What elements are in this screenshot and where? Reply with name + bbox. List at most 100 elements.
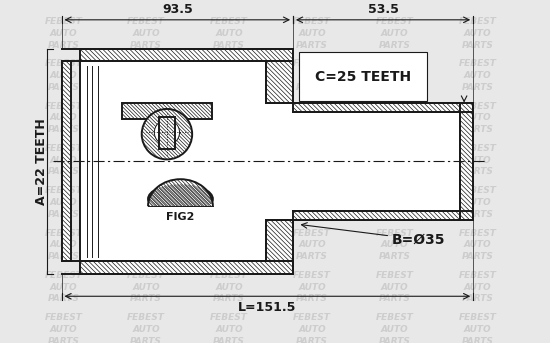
Text: FEBEST: FEBEST <box>127 59 165 69</box>
Text: PARTS: PARTS <box>296 167 328 177</box>
Text: AUTO: AUTO <box>50 283 77 292</box>
Bar <box>293 112 473 211</box>
Bar <box>266 220 293 261</box>
Text: AUTO: AUTO <box>50 198 77 207</box>
Text: PARTS: PARTS <box>47 252 79 261</box>
Text: FEBEST: FEBEST <box>45 229 82 238</box>
Text: PARTS: PARTS <box>47 40 79 49</box>
Text: FEBEST: FEBEST <box>45 144 82 153</box>
Bar <box>80 61 293 261</box>
Text: AUTO: AUTO <box>464 240 491 249</box>
Text: PARTS: PARTS <box>296 125 328 134</box>
Text: FEBEST: FEBEST <box>293 144 331 153</box>
Text: PARTS: PARTS <box>461 125 493 134</box>
Text: FEBEST: FEBEST <box>459 271 497 280</box>
Text: AUTO: AUTO <box>464 283 491 292</box>
Text: PARTS: PARTS <box>130 83 162 92</box>
Text: FEBEST: FEBEST <box>293 186 331 196</box>
Text: AUTO: AUTO <box>215 240 243 249</box>
Text: PARTS: PARTS <box>379 167 411 177</box>
Text: AUTO: AUTO <box>50 156 77 165</box>
Text: FEBEST: FEBEST <box>127 144 165 153</box>
Text: AUTO: AUTO <box>215 283 243 292</box>
Bar <box>159 117 175 149</box>
Text: A=22 TEETH: A=22 TEETH <box>35 118 48 204</box>
Bar <box>80 49 293 61</box>
Bar <box>159 117 175 149</box>
Text: FEBEST: FEBEST <box>127 186 165 196</box>
Text: PARTS: PARTS <box>213 210 245 219</box>
Text: AUTO: AUTO <box>381 114 409 122</box>
Text: AUTO: AUTO <box>215 156 243 165</box>
Text: AUTO: AUTO <box>298 240 326 249</box>
Text: AUTO: AUTO <box>464 325 491 334</box>
Text: AUTO: AUTO <box>298 198 326 207</box>
Text: AUTO: AUTO <box>215 114 243 122</box>
Text: AUTO: AUTO <box>464 29 491 38</box>
Text: FEBEST: FEBEST <box>376 314 414 322</box>
Text: AUTO: AUTO <box>298 71 326 80</box>
Ellipse shape <box>155 120 179 145</box>
Text: AUTO: AUTO <box>50 325 77 334</box>
Text: AUTO: AUTO <box>381 156 409 165</box>
Text: FEBEST: FEBEST <box>127 102 165 111</box>
Text: PARTS: PARTS <box>47 337 79 343</box>
Text: FEBEST: FEBEST <box>293 102 331 111</box>
Text: FEBEST: FEBEST <box>210 271 248 280</box>
Text: PARTS: PARTS <box>130 252 162 261</box>
Text: FEBEST: FEBEST <box>376 229 414 238</box>
Text: AUTO: AUTO <box>133 325 160 334</box>
Text: AUTO: AUTO <box>50 29 77 38</box>
Text: AUTO: AUTO <box>464 156 491 165</box>
Text: 93.5: 93.5 <box>162 3 192 16</box>
Text: AUTO: AUTO <box>50 240 77 249</box>
Text: PARTS: PARTS <box>47 167 79 177</box>
Text: FEBEST: FEBEST <box>45 186 82 196</box>
Text: AUTO: AUTO <box>381 240 409 249</box>
Text: PARTS: PARTS <box>213 337 245 343</box>
Text: AUTO: AUTO <box>215 71 243 80</box>
Bar <box>80 261 293 274</box>
Text: FEBEST: FEBEST <box>45 271 82 280</box>
Text: FEBEST: FEBEST <box>459 144 497 153</box>
Text: AUTO: AUTO <box>381 283 409 292</box>
Text: AUTO: AUTO <box>464 114 491 122</box>
Bar <box>266 220 293 261</box>
Text: FEBEST: FEBEST <box>293 314 331 322</box>
Ellipse shape <box>142 109 192 159</box>
Ellipse shape <box>148 184 213 214</box>
Bar <box>293 103 460 112</box>
Text: PARTS: PARTS <box>130 125 162 134</box>
Text: B=Ø35: B=Ø35 <box>392 233 446 247</box>
FancyBboxPatch shape <box>299 52 427 101</box>
Text: AUTO: AUTO <box>298 283 326 292</box>
Text: PARTS: PARTS <box>296 40 328 49</box>
Text: PARTS: PARTS <box>213 83 245 92</box>
Text: AUTO: AUTO <box>464 198 491 207</box>
Text: FEBEST: FEBEST <box>376 144 414 153</box>
Text: FEBEST: FEBEST <box>293 59 331 69</box>
Text: FEBEST: FEBEST <box>45 59 82 69</box>
Text: AUTO: AUTO <box>215 325 243 334</box>
Text: PARTS: PARTS <box>296 337 328 343</box>
Text: FEBEST: FEBEST <box>210 17 248 26</box>
Text: L=151.5: L=151.5 <box>238 301 296 314</box>
Text: PARTS: PARTS <box>461 167 493 177</box>
Text: PARTS: PARTS <box>296 294 328 304</box>
Bar <box>122 103 212 119</box>
Text: PARTS: PARTS <box>379 210 411 219</box>
Text: PARTS: PARTS <box>296 83 328 92</box>
Text: AUTO: AUTO <box>133 240 160 249</box>
Bar <box>293 211 460 220</box>
Bar <box>80 49 293 61</box>
Text: AUTO: AUTO <box>464 71 491 80</box>
Bar <box>266 61 293 103</box>
Bar <box>80 261 293 274</box>
Text: AUTO: AUTO <box>133 114 160 122</box>
Bar <box>62 61 70 261</box>
Text: FEBEST: FEBEST <box>376 186 414 196</box>
Text: AUTO: AUTO <box>133 283 160 292</box>
Text: FEBEST: FEBEST <box>459 314 497 322</box>
Text: AUTO: AUTO <box>133 198 160 207</box>
Text: 53.5: 53.5 <box>367 3 399 16</box>
